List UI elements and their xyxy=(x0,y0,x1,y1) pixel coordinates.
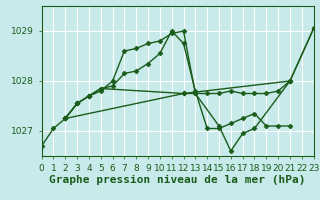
X-axis label: Graphe pression niveau de la mer (hPa): Graphe pression niveau de la mer (hPa) xyxy=(49,175,306,185)
